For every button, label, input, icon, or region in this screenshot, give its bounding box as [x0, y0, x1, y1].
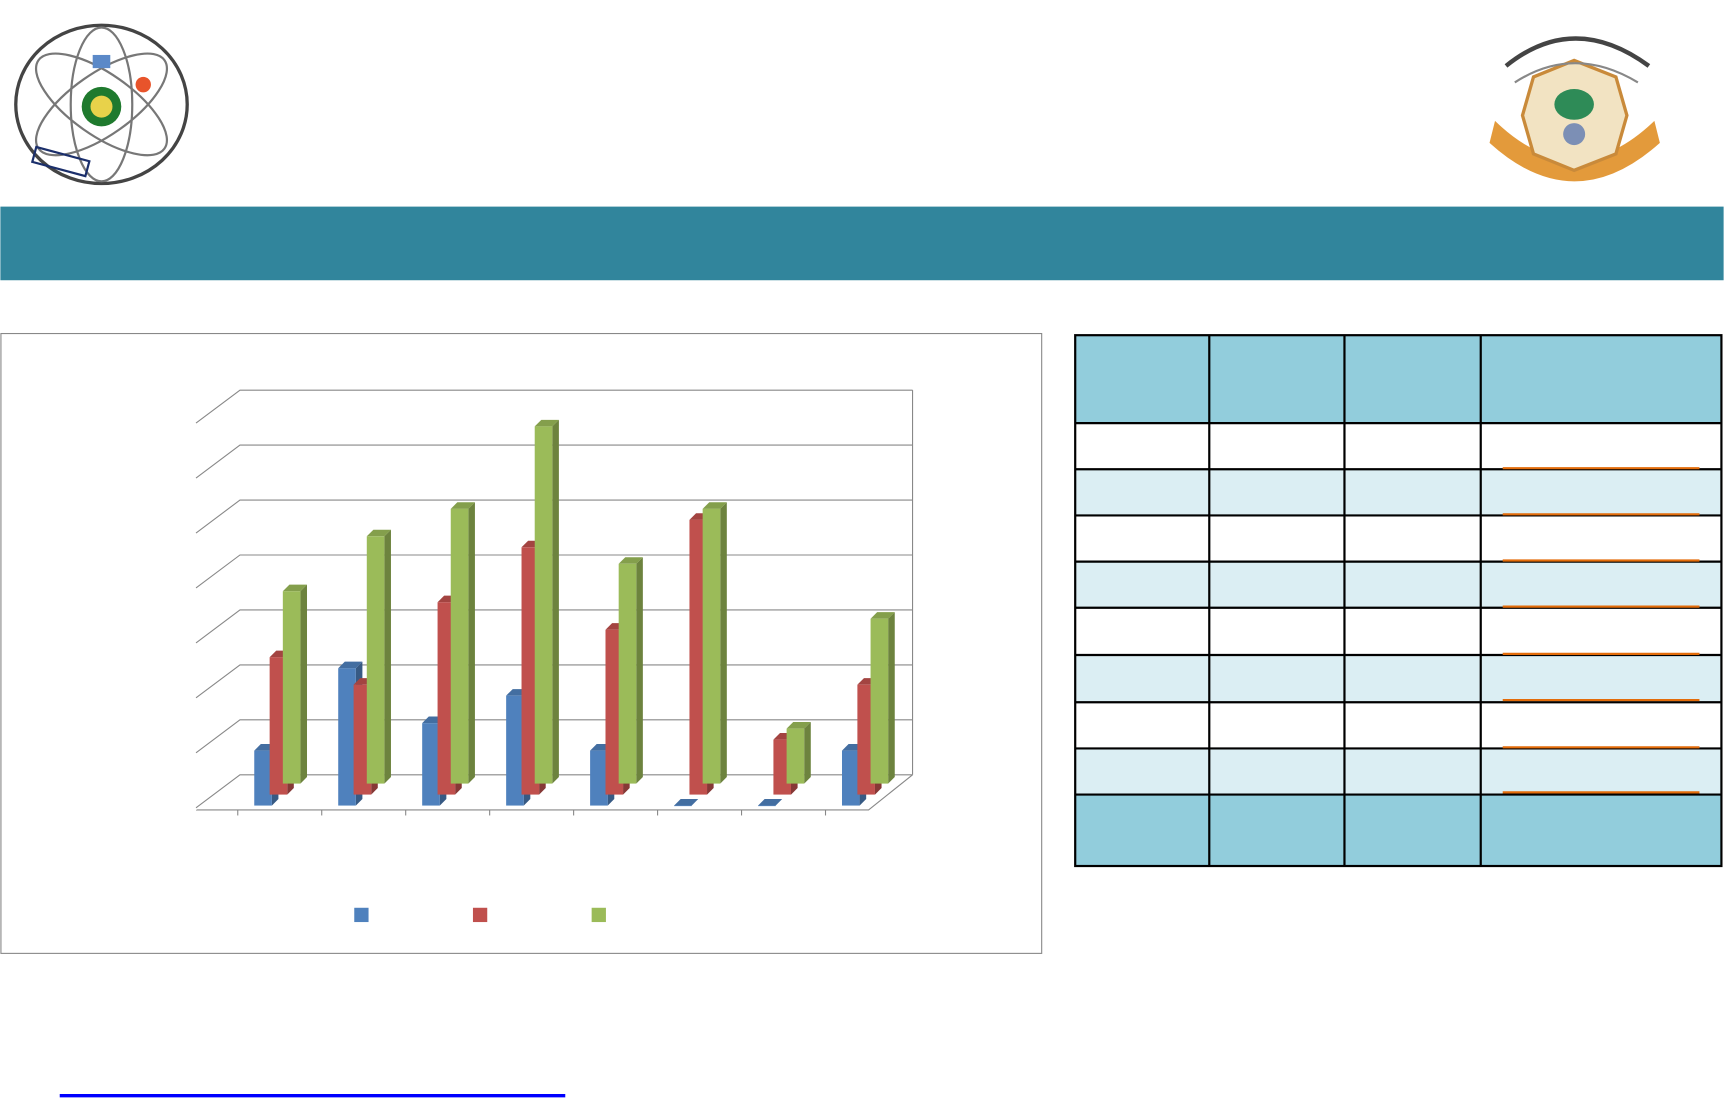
- bar-top: [758, 798, 783, 806]
- header-band: [0, 206, 1724, 281]
- bar-top: [618, 557, 643, 564]
- cell-underline: [1502, 467, 1700, 794]
- bar-top: [702, 502, 727, 509]
- bar-top: [870, 612, 895, 619]
- bar-top: [786, 722, 811, 729]
- university-logo: [1489, 36, 1660, 182]
- bar-front: [422, 723, 440, 806]
- legend: [354, 907, 606, 923]
- table-row: [1075, 561, 1722, 608]
- table-row: [1075, 423, 1722, 470]
- chart: [195, 389, 914, 816]
- bar-side: [468, 502, 475, 784]
- bar-front: [450, 508, 469, 784]
- bar-side: [636, 557, 643, 784]
- bar-side: [804, 722, 811, 784]
- bar-front: [758, 805, 776, 807]
- bar-top: [534, 419, 559, 427]
- bar-top: [674, 798, 699, 806]
- grid-line: [195, 664, 913, 699]
- bar-side: [888, 612, 895, 784]
- floor-edge: [196, 774, 913, 811]
- bar: [870, 612, 895, 784]
- table-row: [1075, 748, 1722, 795]
- bar: [450, 502, 475, 784]
- bar-front: [786, 728, 805, 784]
- bar-top: [338, 661, 363, 669]
- faculty-logo: [14, 23, 189, 186]
- bar-front: [338, 668, 356, 806]
- table: [1074, 334, 1723, 868]
- bar-side: [384, 529, 391, 784]
- table-header: [1075, 335, 1722, 424]
- bar: [282, 584, 308, 784]
- table-row: [1075, 607, 1722, 656]
- legend-swatch: [472, 907, 488, 923]
- table-row: [1075, 702, 1722, 749]
- bar-front: [870, 618, 889, 784]
- bar-front: [618, 563, 637, 784]
- bar-side: [720, 502, 727, 784]
- bar: [786, 722, 811, 784]
- table-row: [1075, 655, 1722, 703]
- bar-front: [282, 591, 301, 784]
- table-row: [1075, 469, 1722, 516]
- bar-top: [366, 529, 391, 537]
- legend-swatch: [354, 907, 369, 923]
- grid-line: [195, 554, 913, 589]
- grid-line: [195, 774, 913, 809]
- grid-line: [195, 389, 913, 424]
- bar-front: [702, 508, 721, 784]
- bar: [758, 798, 783, 807]
- bar: [618, 557, 643, 784]
- bar-front: [590, 750, 608, 806]
- bar: [534, 419, 559, 784]
- bar-front: [366, 536, 385, 784]
- bar: [674, 798, 699, 807]
- bar-top: [282, 584, 308, 592]
- grid-line: [195, 499, 913, 534]
- bar: [366, 529, 391, 784]
- bar-front: [841, 750, 860, 806]
- table-footer: [1075, 794, 1722, 867]
- bar-front: [534, 426, 553, 784]
- bar: [702, 502, 727, 784]
- table-row: [1075, 515, 1722, 562]
- bar-front: [506, 695, 524, 806]
- bar-top: [450, 502, 475, 509]
- bar-front: [254, 750, 272, 806]
- bar-front: [674, 805, 692, 807]
- bar-side: [300, 584, 308, 784]
- bar-side: [552, 419, 559, 784]
- grid-line: [195, 609, 913, 644]
- legend-swatch: [591, 907, 606, 923]
- grid-line: [195, 444, 913, 479]
- grid-line: [195, 719, 913, 754]
- chart-frame: [0, 332, 1043, 954]
